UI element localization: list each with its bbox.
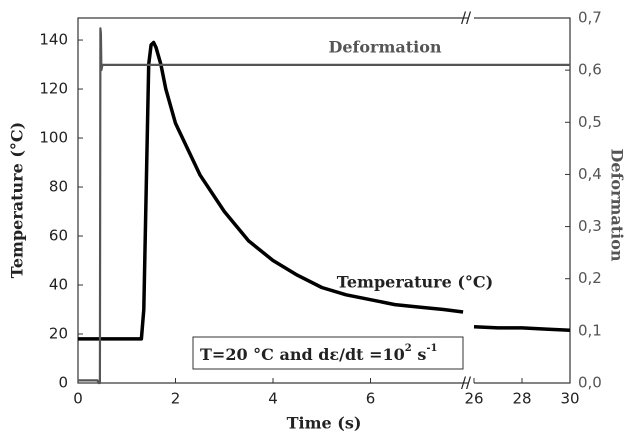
condition-sup: -1: [426, 343, 437, 354]
condition-part: T=20 °C and dε/dt =10: [200, 345, 405, 364]
series-annotation: Temperature (°C): [337, 273, 493, 292]
break-mark: //: [461, 374, 472, 392]
y2-tick-label: 0,7: [578, 9, 602, 27]
y2-tick-label: 0,1: [578, 321, 602, 339]
series-annotation: Deformation: [328, 38, 441, 57]
condition-sup: 2: [405, 343, 412, 354]
x-tick-label: 26: [464, 390, 483, 408]
x-tick-label: 2: [171, 390, 181, 408]
x-axis-title: Time (s): [287, 414, 362, 433]
y-tick-label: 120: [39, 80, 68, 98]
condition-text: T=20 °C and dε/dt =102 s-1: [200, 343, 437, 364]
x-tick-label: 0: [73, 390, 83, 408]
plot-frame: [77, 17, 571, 384]
y-axis-title: Temperature (°C): [8, 122, 27, 278]
y2-tick-label: 0,4: [578, 165, 602, 183]
x-tick-label: 6: [366, 390, 376, 408]
y2-axis-title: Deformation: [608, 148, 627, 261]
break-mark: //: [461, 9, 472, 27]
y-tick-label: 0: [58, 374, 68, 392]
y-tick-label: 60: [49, 227, 68, 245]
y-tick-label: 40: [49, 276, 68, 294]
x-tick-label: 28: [512, 390, 531, 408]
y-tick-label: 80: [49, 178, 68, 196]
y-tick-label: 100: [39, 129, 68, 147]
y2-tick-label: 0,5: [578, 113, 602, 131]
series-line: [78, 27, 570, 385]
y-tick-label: 20: [49, 325, 68, 343]
x-tick-label: 4: [268, 390, 278, 408]
y-tick-label: 140: [39, 31, 68, 49]
series-line: [78, 40, 571, 341]
y2-tick-label: 0,0: [578, 374, 602, 392]
condition-part: s: [412, 345, 427, 364]
y2-tick-label: 0,2: [578, 269, 602, 287]
y2-tick-label: 0,3: [578, 217, 602, 235]
axis-break: [468, 10, 474, 390]
condition-box: [192, 336, 464, 370]
y2-tick-label: 0,6: [578, 61, 602, 79]
x-tick-label: 30: [560, 390, 579, 408]
